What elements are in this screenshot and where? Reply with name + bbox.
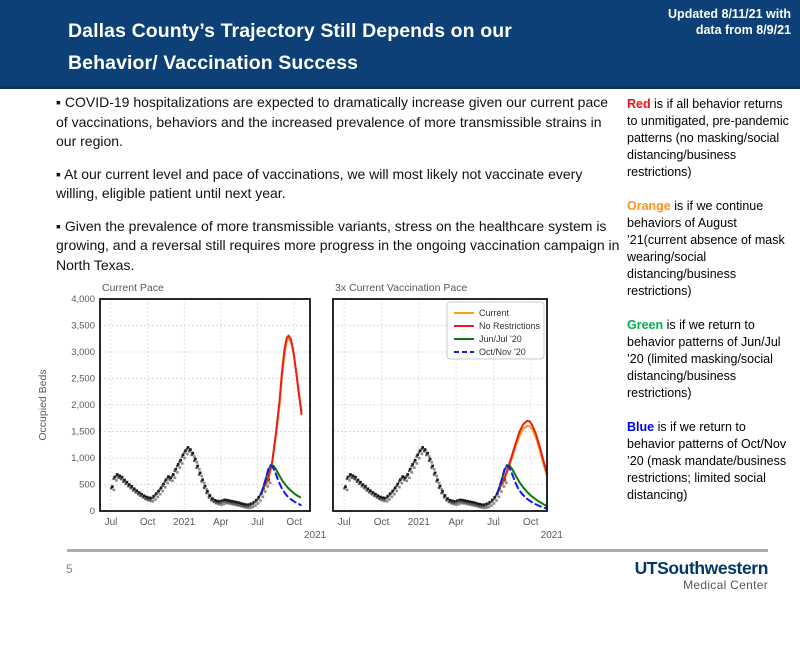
svg-text:Jun/Jul '20: Jun/Jul '20 [479, 334, 522, 344]
utsw-logo-subtitle: Medical Center [683, 578, 768, 592]
page-title-line1: Dallas County’s Trajectory Still Depends… [68, 20, 512, 42]
bullet-vaccination-pace: ▪ At our current level and pace of vacci… [56, 165, 583, 202]
svg-text:1,500: 1,500 [71, 427, 95, 438]
chart-current-pace: 0 500 1,000 1,500 2,000 2,500 3,000 3,500 4,000 J… [37, 282, 327, 541]
key-blue: Blue is if we return to behavior pattern… [627, 419, 794, 504]
color-key-sidebar: Red is if all behavior returns to unmiti… [627, 96, 794, 521]
svg-text:2021: 2021 [173, 517, 196, 528]
svg-text:Current Pace: Current Pace [102, 282, 164, 294]
svg-text:500: 500 [79, 480, 95, 491]
page-title: Dallas County’s Trajectory Still Depends… [68, 15, 512, 79]
svg-text:2021: 2021 [304, 530, 327, 541]
utsw-logo: UTSouthwestern Medical Center [634, 558, 769, 593]
svg-text:Apr: Apr [213, 517, 229, 528]
page-number: 5 [66, 562, 73, 576]
svg-text:Current: Current [479, 308, 510, 318]
svg-text:Oct: Oct [286, 517, 302, 528]
svg-text:3,500: 3,500 [71, 321, 95, 332]
svg-text:3x Current Vaccination Pace: 3x Current Vaccination Pace [335, 282, 467, 294]
slide-header: Dallas County’s Trajectory Still Depends… [0, 0, 800, 89]
body-text: ▪ COVID-19 hospitalizations are expected… [56, 93, 622, 288]
key-blue-keyword: Blue [627, 420, 655, 434]
svg-text:Jul: Jul [487, 517, 500, 528]
utsw-logo-wordmark: UTSouthwestern [634, 558, 769, 578]
svg-text:Jul: Jul [105, 517, 118, 528]
updated-note-line1: Updated 8/11/21 with [668, 7, 791, 21]
svg-text:No Restrictions: No Restrictions [479, 321, 541, 331]
svg-text:Oct/Nov '20: Oct/Nov '20 [479, 347, 526, 357]
bullet-hospitalizations: ▪ COVID-19 hospitalizations are expected… [56, 94, 609, 149]
svg-text:Oct: Oct [523, 517, 539, 528]
key-green: Green is if we return to behavior patter… [627, 317, 794, 402]
bullet-variants-stress: ▪ Given the prevalence of more transmiss… [56, 217, 620, 273]
svg-text:Occupied Beds: Occupied Beds [37, 369, 49, 440]
key-orange-text: is if we continue behaviors of August ’2… [627, 199, 785, 298]
key-red-keyword: Red [627, 97, 651, 111]
svg-text:Jul: Jul [251, 517, 264, 528]
svg-text:2021: 2021 [408, 517, 431, 528]
svg-text:2,000: 2,000 [71, 400, 95, 411]
charts-row: 0 500 1,000 1,500 2,000 2,500 3,000 3,500 4,000 J… [32, 277, 592, 543]
key-red-text: is if all behavior returns to unmitigate… [627, 97, 789, 179]
key-green-text: is if we return to behavior patterns of … [627, 318, 781, 400]
svg-text:Oct: Oct [140, 517, 156, 528]
key-green-keyword: Green [627, 318, 664, 332]
svg-text:4,000: 4,000 [71, 294, 95, 305]
svg-text:2021: 2021 [541, 530, 564, 541]
svg-text:Jul: Jul [338, 517, 351, 528]
svg-text:Oct: Oct [374, 517, 390, 528]
key-blue-text: is if we return to behavior patterns of … [627, 420, 787, 502]
svg-text:Apr: Apr [448, 517, 464, 528]
updated-note: Updated 8/11/21 with data from 8/9/21 [668, 6, 791, 38]
svg-text:3,000: 3,000 [71, 347, 95, 358]
svg-text:1,000: 1,000 [71, 453, 95, 464]
svg-text:2,500: 2,500 [71, 374, 95, 385]
updated-note-line2: data from 8/9/21 [695, 23, 791, 37]
key-orange: Orange is if we continue behaviors of Au… [627, 198, 794, 300]
key-red: Red is if all behavior returns to unmiti… [627, 96, 794, 181]
page-title-line2: Behavior/ Vaccination Success [68, 52, 359, 74]
svg-text:0: 0 [90, 506, 95, 517]
footer-divider [67, 549, 768, 552]
key-orange-keyword: Orange [627, 199, 671, 213]
